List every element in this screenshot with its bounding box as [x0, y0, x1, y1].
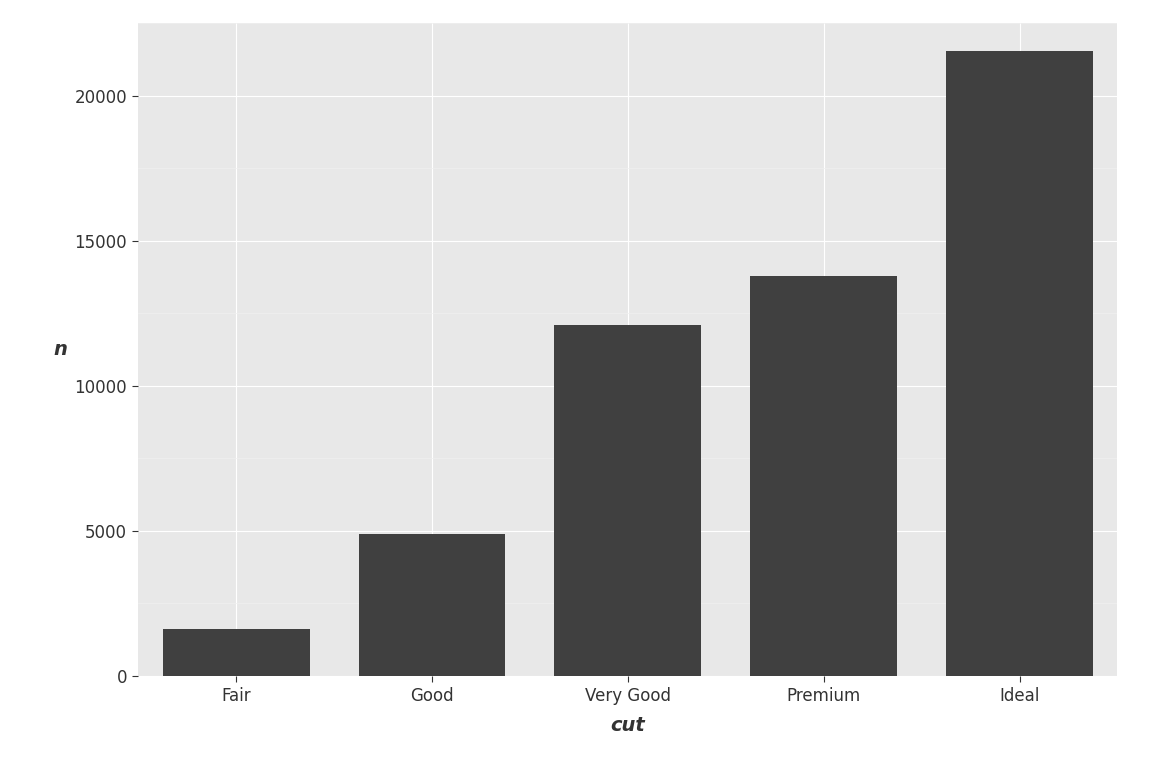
X-axis label: cut: cut [611, 716, 645, 735]
Bar [358, 534, 506, 676]
Bar [946, 51, 1093, 676]
Bar [750, 276, 897, 676]
Y-axis label: n: n [54, 340, 68, 359]
Bar [162, 629, 310, 676]
Bar [554, 326, 702, 676]
